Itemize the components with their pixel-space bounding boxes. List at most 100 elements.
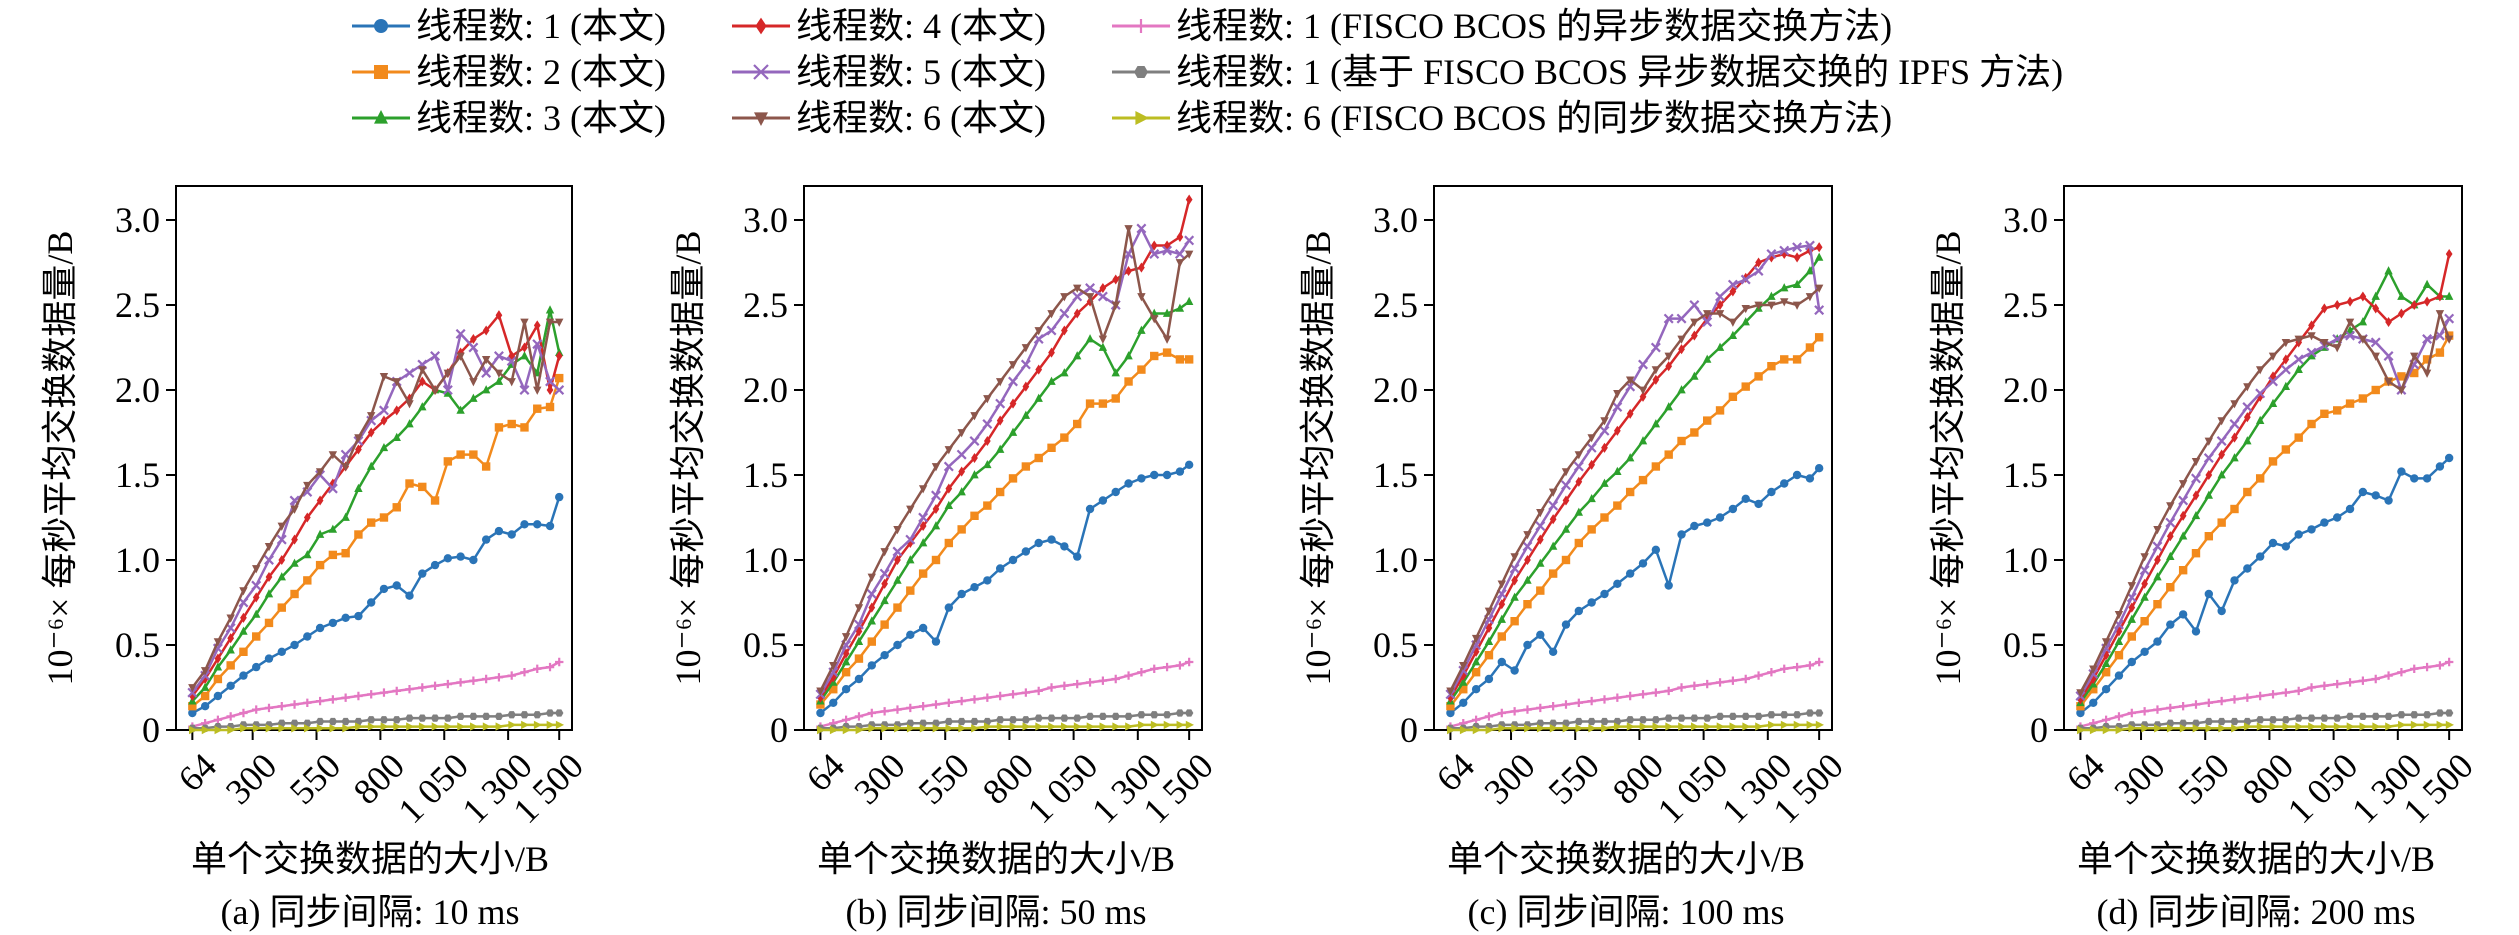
data-point bbox=[2178, 495, 2189, 506]
data-point bbox=[1536, 558, 1545, 567]
data-point bbox=[1814, 305, 1825, 316]
data-point bbox=[290, 558, 299, 567]
data-point bbox=[1755, 722, 1764, 731]
data-point bbox=[2204, 532, 2214, 541]
data-point bbox=[2230, 400, 2239, 409]
data-point bbox=[2372, 303, 2380, 314]
plot-frame bbox=[803, 185, 1203, 731]
data-point bbox=[2435, 310, 2445, 319]
data-point bbox=[1664, 714, 1673, 722]
data-point bbox=[1459, 725, 1469, 735]
data-point bbox=[1664, 581, 1673, 590]
data-point bbox=[919, 520, 927, 532]
legend-item-threads-4-ours: 线程数: 4 (本文) bbox=[730, 6, 1046, 46]
data-point bbox=[2076, 702, 2085, 711]
data-point bbox=[1060, 681, 1069, 690]
data-point bbox=[866, 589, 877, 599]
data-point bbox=[983, 395, 992, 404]
data-point bbox=[1162, 711, 1172, 719]
data-point bbox=[494, 526, 504, 536]
data-point bbox=[1625, 691, 1635, 701]
data-point bbox=[1727, 279, 1738, 290]
data-point bbox=[2444, 657, 2454, 667]
data-point bbox=[1625, 569, 1635, 578]
legend-item-threads-2-ours: 线程数: 2 (本文) bbox=[350, 52, 666, 92]
data-point bbox=[456, 450, 465, 459]
y-tick-label: 3.0 bbox=[115, 200, 160, 240]
data-point bbox=[366, 716, 376, 724]
data-point bbox=[2255, 388, 2266, 399]
data-point bbox=[1471, 685, 1481, 694]
data-point bbox=[853, 619, 864, 630]
data-point bbox=[481, 535, 491, 544]
data-point bbox=[2192, 724, 2201, 733]
series-line bbox=[191, 320, 560, 689]
data-point bbox=[303, 632, 312, 641]
data-point bbox=[1793, 720, 1802, 730]
data-point bbox=[1690, 714, 1699, 722]
x-tick-label: 1 050 bbox=[1020, 745, 1106, 831]
data-point bbox=[227, 725, 236, 735]
y-tick-label: 2.0 bbox=[1373, 370, 1418, 410]
data-point bbox=[1099, 722, 1108, 731]
y-tick-label: 0 bbox=[770, 710, 788, 750]
plot-frame bbox=[175, 185, 573, 731]
data-point bbox=[944, 500, 954, 509]
data-point bbox=[1059, 308, 1070, 319]
data-point bbox=[1072, 291, 1083, 302]
data-point bbox=[1060, 433, 1069, 442]
data-point bbox=[1523, 705, 1532, 714]
data-point bbox=[2410, 711, 2419, 719]
data-point bbox=[1600, 513, 1609, 522]
data-point bbox=[2282, 722, 2291, 731]
data-point bbox=[2191, 458, 2201, 467]
data-point bbox=[829, 698, 838, 707]
data-point bbox=[1678, 722, 1687, 731]
data-point bbox=[1124, 225, 1133, 234]
data-point bbox=[1008, 716, 1018, 724]
data-point bbox=[2333, 344, 2342, 353]
data-point bbox=[315, 560, 325, 570]
data-point bbox=[1073, 714, 1082, 722]
data-point bbox=[1728, 330, 1738, 339]
data-point bbox=[2243, 564, 2252, 573]
data-point bbox=[188, 690, 196, 702]
y-tick-label: 2.0 bbox=[115, 370, 160, 410]
data-point bbox=[533, 404, 542, 413]
series-line bbox=[191, 308, 561, 702]
data-point bbox=[2359, 291, 2367, 302]
data-point bbox=[2218, 724, 2227, 733]
legend-item-threads-6-ours: 线程数: 6 (本文) bbox=[730, 98, 1046, 138]
data-point bbox=[829, 725, 839, 735]
data-point bbox=[405, 479, 414, 488]
data-point bbox=[2216, 436, 2227, 446]
data-point bbox=[200, 691, 210, 701]
data-point bbox=[2243, 722, 2253, 731]
data-point bbox=[201, 673, 209, 685]
data-point bbox=[2230, 453, 2239, 462]
data-point bbox=[1793, 252, 1801, 263]
x-tick-label: 64 bbox=[1428, 745, 1482, 799]
data-point bbox=[264, 555, 274, 565]
data-point bbox=[303, 576, 312, 585]
data-point bbox=[1034, 686, 1043, 696]
data-point bbox=[1715, 678, 1725, 687]
data-point bbox=[1715, 712, 1725, 721]
y-axis-label: 10⁻⁶× 每秒平均交换数据量/B bbox=[668, 231, 708, 686]
y-tick-label: 3.0 bbox=[2003, 200, 2048, 240]
data-point bbox=[2333, 513, 2342, 522]
data-point bbox=[816, 700, 825, 709]
data-point bbox=[2076, 689, 2085, 698]
data-point bbox=[1754, 301, 1763, 310]
data-point bbox=[2128, 602, 2136, 613]
data-point bbox=[1111, 301, 1120, 310]
data-point bbox=[841, 657, 851, 666]
data-point bbox=[1150, 351, 1159, 361]
data-point bbox=[482, 325, 490, 336]
data-point bbox=[1600, 478, 1609, 487]
data-point bbox=[290, 589, 299, 599]
legend-item-threads-1-ours: 线程数: 1 (本文) bbox=[350, 6, 666, 46]
data-point bbox=[1061, 325, 1068, 336]
data-point bbox=[2320, 681, 2329, 690]
data-point bbox=[1651, 545, 1661, 554]
